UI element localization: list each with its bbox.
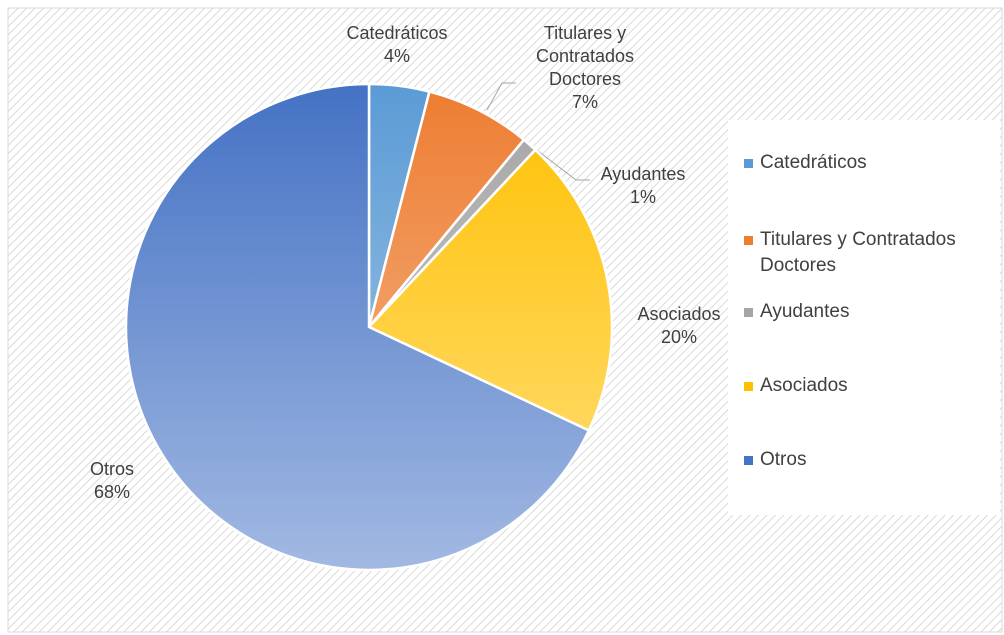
pie-slice — [124, 82, 591, 572]
legend-swatch — [744, 382, 753, 391]
slice-label: Ayudantes 1% — [583, 163, 703, 209]
slice-label-value: 1% — [629, 187, 656, 207]
slice-label-value: 20% — [660, 327, 698, 347]
slice-label-name: Titulares y Contratados Doctores — [535, 23, 635, 89]
slice-label: Asociados 20% — [619, 303, 739, 349]
slice-label: Titulares y Contratados Doctores 7% — [510, 22, 660, 114]
legend-swatch — [744, 456, 753, 465]
slice-label-value: 7% — [571, 92, 598, 112]
slice-label-value: 4% — [383, 46, 410, 66]
legend-label: Otros — [760, 449, 807, 470]
slice-label-name: Catedráticos — [346, 23, 448, 43]
legend-label: Asociados — [760, 375, 848, 396]
pie-slice — [366, 148, 614, 433]
slice-label-name: Otros — [89, 459, 134, 479]
slice-label: Otros 68% — [72, 458, 152, 504]
legend-label: Ayudantes — [760, 301, 850, 322]
slice-label-value: 68% — [93, 482, 131, 502]
slice-label-name: Asociados — [637, 304, 721, 324]
leader-line — [537, 150, 590, 181]
legend-label: Catedráticos — [760, 152, 867, 173]
pie-slice — [367, 90, 526, 328]
leader-line — [486, 82, 516, 111]
legend-swatch — [744, 236, 753, 245]
legend-swatch — [744, 159, 753, 168]
legend-box — [728, 120, 1000, 515]
slice-label-name: Ayudantes — [600, 164, 686, 184]
legend-label: Titulares y Contratados Doctores — [760, 229, 956, 276]
legend-swatch — [744, 308, 753, 317]
slice-label: Catedráticos 4% — [327, 22, 467, 68]
